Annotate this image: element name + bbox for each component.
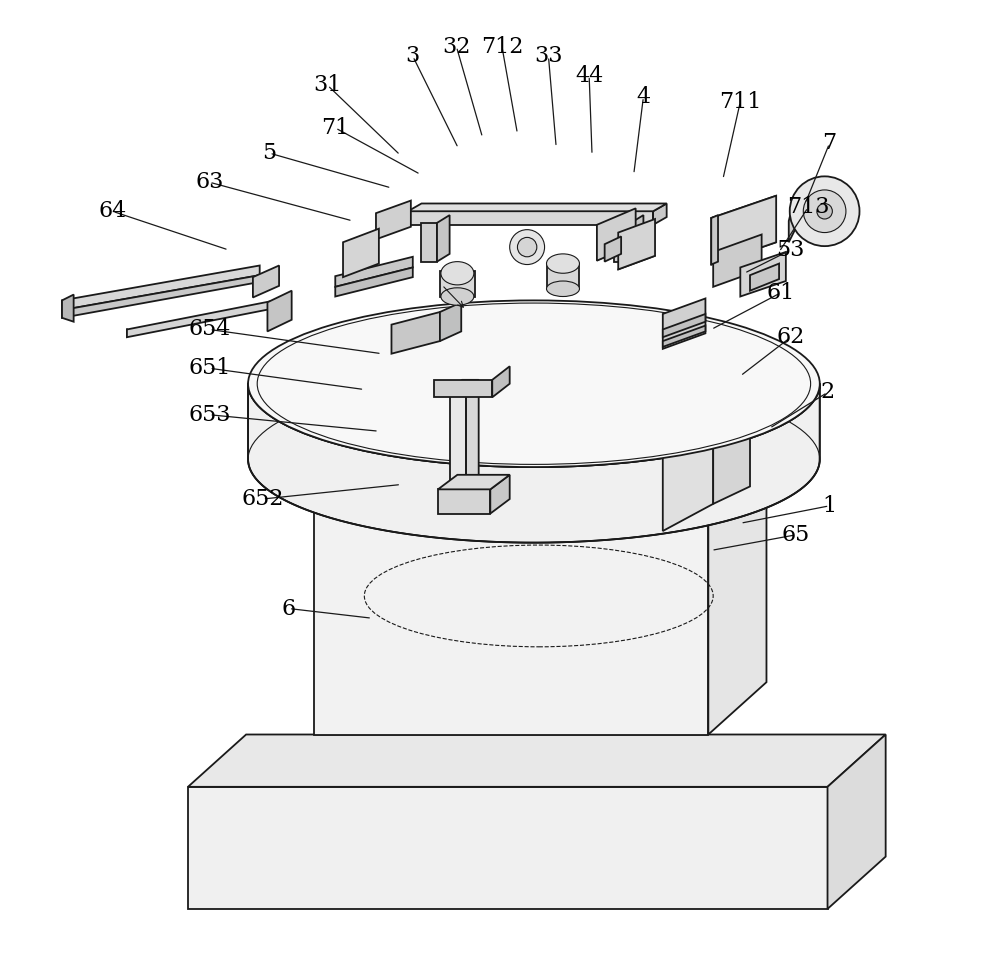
Circle shape — [517, 237, 537, 257]
Polygon shape — [376, 201, 411, 239]
Polygon shape — [492, 366, 510, 397]
Polygon shape — [440, 271, 475, 297]
Polygon shape — [740, 252, 786, 297]
Polygon shape — [711, 215, 718, 265]
Polygon shape — [713, 234, 762, 287]
Text: 32: 32 — [442, 36, 471, 57]
Polygon shape — [408, 211, 653, 225]
Text: 713: 713 — [787, 197, 829, 218]
Polygon shape — [663, 314, 705, 337]
Polygon shape — [711, 196, 776, 265]
Polygon shape — [438, 489, 490, 514]
Circle shape — [510, 230, 545, 265]
Polygon shape — [437, 215, 450, 262]
Ellipse shape — [547, 254, 579, 273]
Text: 44: 44 — [575, 65, 603, 86]
Polygon shape — [438, 475, 510, 489]
Polygon shape — [750, 264, 779, 291]
Text: 5: 5 — [262, 142, 276, 164]
Text: 65: 65 — [781, 524, 810, 546]
Polygon shape — [335, 257, 413, 287]
Polygon shape — [62, 295, 74, 322]
Text: 3: 3 — [406, 46, 420, 67]
Polygon shape — [466, 380, 479, 492]
Polygon shape — [490, 475, 510, 514]
Text: 71: 71 — [321, 117, 349, 139]
Text: 61: 61 — [767, 282, 795, 303]
Text: 651: 651 — [188, 358, 230, 379]
Polygon shape — [663, 298, 705, 349]
Circle shape — [803, 190, 846, 233]
Text: 1: 1 — [822, 495, 837, 516]
Text: 2: 2 — [820, 382, 835, 403]
Polygon shape — [62, 275, 260, 318]
Polygon shape — [127, 300, 275, 337]
Polygon shape — [391, 312, 440, 354]
Polygon shape — [408, 203, 667, 211]
Text: 653: 653 — [188, 404, 231, 425]
Circle shape — [790, 176, 859, 246]
Polygon shape — [663, 411, 750, 428]
Polygon shape — [618, 219, 655, 269]
Ellipse shape — [248, 300, 820, 467]
Text: 33: 33 — [534, 46, 563, 67]
Ellipse shape — [441, 288, 474, 305]
Polygon shape — [708, 427, 766, 735]
Polygon shape — [450, 380, 479, 390]
Text: 31: 31 — [313, 75, 342, 96]
Text: 62: 62 — [777, 327, 805, 348]
Text: 63: 63 — [195, 172, 223, 193]
Polygon shape — [248, 384, 820, 543]
Text: 711: 711 — [719, 91, 761, 112]
Circle shape — [817, 203, 832, 219]
Text: 654: 654 — [188, 319, 230, 340]
Polygon shape — [188, 735, 886, 787]
Polygon shape — [314, 480, 708, 735]
Polygon shape — [597, 208, 636, 261]
Polygon shape — [188, 787, 828, 909]
Text: 6: 6 — [282, 598, 296, 619]
Polygon shape — [547, 264, 579, 289]
Polygon shape — [828, 735, 886, 909]
Polygon shape — [653, 203, 667, 225]
Polygon shape — [335, 267, 413, 297]
Polygon shape — [614, 223, 631, 262]
Polygon shape — [267, 291, 292, 331]
Polygon shape — [450, 390, 466, 492]
Polygon shape — [421, 223, 437, 262]
Polygon shape — [343, 229, 379, 277]
Ellipse shape — [441, 262, 474, 285]
Polygon shape — [314, 427, 766, 480]
Polygon shape — [434, 380, 492, 397]
Text: 4: 4 — [636, 86, 650, 108]
Polygon shape — [631, 215, 643, 262]
Polygon shape — [605, 236, 621, 262]
Polygon shape — [713, 411, 750, 504]
Polygon shape — [663, 428, 713, 531]
Text: 7: 7 — [822, 133, 837, 154]
Text: 652: 652 — [241, 488, 284, 510]
Ellipse shape — [547, 281, 579, 297]
Polygon shape — [789, 194, 796, 242]
Polygon shape — [253, 266, 279, 297]
Polygon shape — [440, 302, 461, 341]
Text: 712: 712 — [481, 36, 523, 57]
Polygon shape — [62, 266, 260, 310]
Polygon shape — [663, 326, 705, 347]
Text: 64: 64 — [98, 201, 127, 222]
Text: 53: 53 — [777, 239, 805, 261]
